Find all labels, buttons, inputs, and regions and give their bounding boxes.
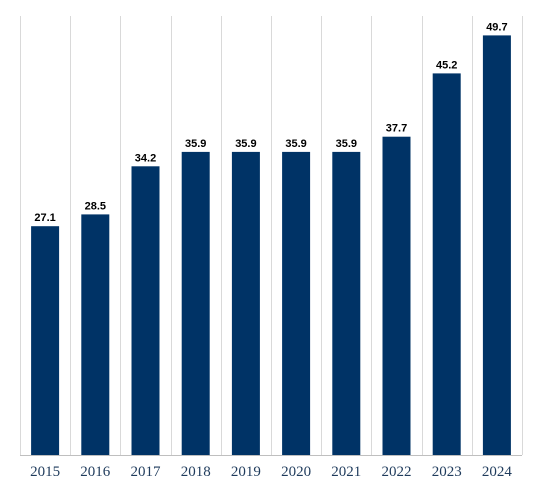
x-tick-label-2024: 2024 — [482, 464, 513, 480]
bar-2021 — [332, 151, 361, 455]
x-tick-label-2019: 2019 — [231, 464, 261, 480]
value-label-2021: 35.9 — [336, 138, 357, 150]
value-label-2024: 49.7 — [486, 21, 507, 33]
bar-2022 — [382, 136, 411, 455]
x-tick-label-2023: 2023 — [432, 464, 462, 480]
value-label-2015: 27.1 — [34, 212, 55, 224]
bar-2017 — [131, 166, 160, 456]
value-label-2018: 35.9 — [185, 138, 206, 150]
value-label-2022: 37.7 — [386, 123, 407, 135]
bar-2023 — [432, 73, 461, 456]
x-tick-label-2020: 2020 — [281, 464, 311, 480]
grid-lines — [20, 16, 523, 455]
x-tick-labels: 2015 2016 2017 2018 2019 2020 2021 2022 2023 2024 — [30, 464, 512, 480]
x-tick-label-2018: 2018 — [181, 464, 211, 480]
bar-2020 — [282, 151, 311, 455]
bar-2016 — [81, 214, 110, 455]
x-tick-label-2021: 2021 — [331, 464, 361, 480]
value-label-2020: 35.9 — [285, 138, 306, 150]
bar-2015 — [31, 226, 60, 455]
value-labels: 27.1 28.5 34.2 35.9 35.9 35.9 35.9 37.7 45.2 49.7 — [34, 21, 507, 224]
value-label-2017: 34.2 — [135, 152, 156, 164]
x-tick-label-2015: 2015 — [30, 464, 60, 480]
x-tick-label-2022: 2022 — [382, 464, 412, 480]
x-tick-label-2016: 2016 — [80, 464, 111, 480]
x-tick-label-2017: 2017 — [131, 464, 162, 480]
value-label-2019: 35.9 — [235, 138, 256, 150]
bar-2024 — [482, 35, 511, 456]
bar-2018 — [181, 151, 210, 455]
bar-2019 — [231, 151, 260, 455]
value-label-2016: 28.5 — [85, 200, 106, 212]
bars — [31, 35, 511, 456]
value-label-2023: 45.2 — [436, 59, 457, 71]
